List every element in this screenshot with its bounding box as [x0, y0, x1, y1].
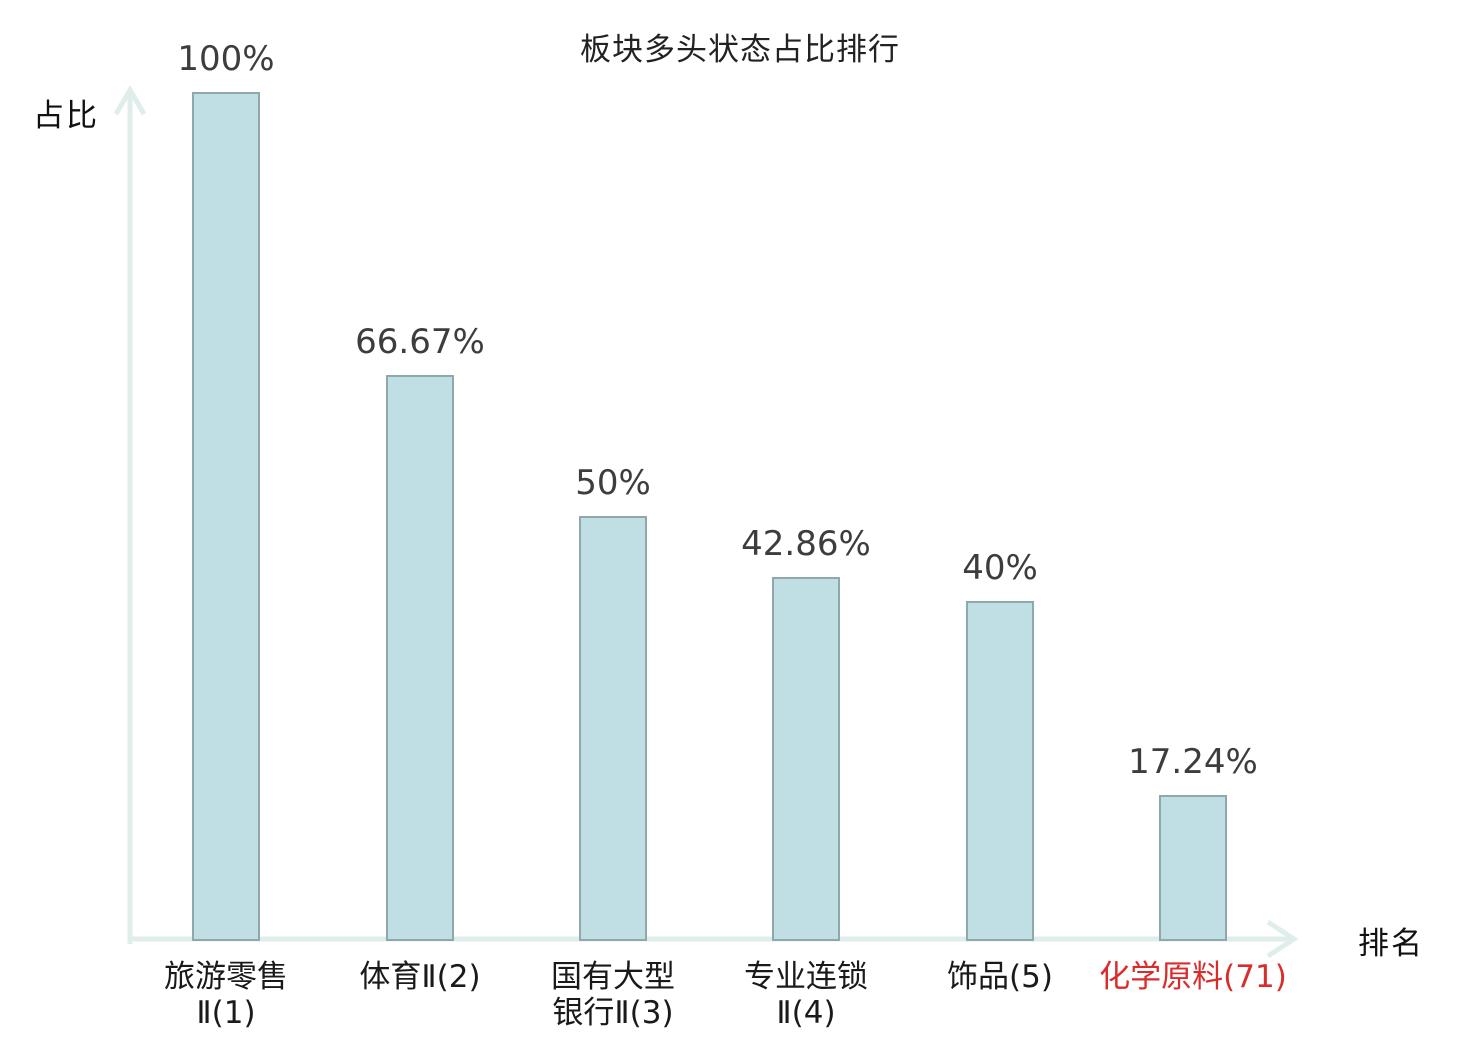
y-axis-title: 占比 [33, 98, 99, 134]
bar-value-label: 42.86% [741, 524, 871, 564]
chart-title: 板块多头状态占比排行 [580, 32, 900, 68]
bar-value-label: 17.24% [1128, 742, 1258, 782]
bar-value-label: 66.67% [355, 322, 485, 362]
bar [192, 92, 260, 941]
category-label: 饰品(5) [947, 959, 1053, 995]
category-label: 专业连锁 Ⅱ(4) [744, 959, 868, 1031]
bar-group: 42.86% [741, 524, 871, 941]
bar [386, 375, 454, 941]
x-axis-arrow-icon [1266, 919, 1299, 959]
bar-group: 100% [177, 39, 275, 941]
bar-group: 17.24% [1128, 742, 1258, 941]
bar-value-label: 100% [177, 39, 275, 79]
category-label: 国有大型 银行Ⅱ(3) [551, 959, 675, 1031]
bar [579, 516, 647, 941]
category-label-highlighted: 化学原料(71) [1099, 959, 1287, 995]
bar-value-label: 50% [575, 463, 651, 503]
bar-group: 50% [575, 463, 651, 941]
x-axis-title: 排名 [1358, 926, 1424, 962]
y-axis-arrow-icon [113, 85, 147, 116]
bar [772, 577, 840, 941]
bar-group: 40% [962, 548, 1038, 941]
y-axis-line [113, 85, 147, 944]
category-label: 体育Ⅱ(2) [359, 959, 481, 995]
bar-value-label: 40% [962, 548, 1038, 588]
category-label: 旅游零售 Ⅱ(1) [164, 959, 288, 1031]
bar [966, 601, 1034, 941]
x-axis-line [128, 919, 1299, 959]
bar [1159, 795, 1227, 941]
bar-group: 66.67% [355, 322, 485, 941]
